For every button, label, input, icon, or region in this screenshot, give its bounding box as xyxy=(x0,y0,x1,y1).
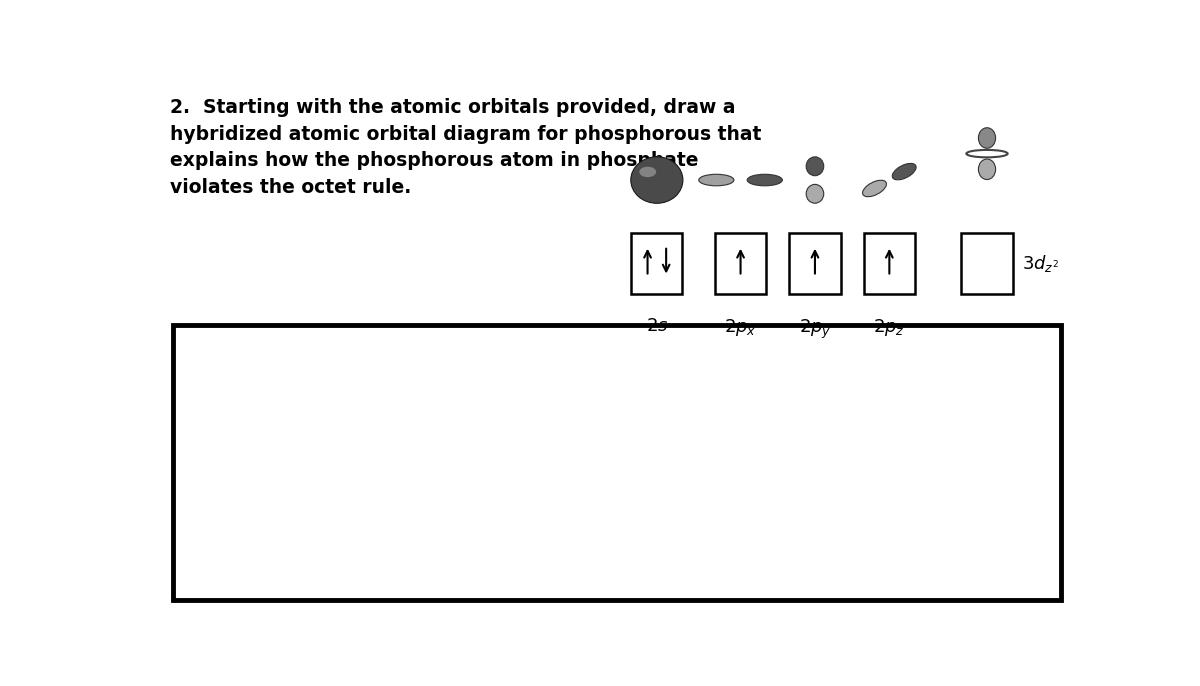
Ellipse shape xyxy=(640,167,656,177)
Bar xyxy=(715,233,766,294)
Bar xyxy=(864,233,914,294)
Ellipse shape xyxy=(863,180,887,197)
Bar xyxy=(173,325,1062,600)
Ellipse shape xyxy=(893,163,916,180)
Text: $2p_x$: $2p_x$ xyxy=(725,318,757,338)
Ellipse shape xyxy=(978,159,996,180)
Text: 2.  Starting with the atomic orbitals provided, draw a
hybridized atomic orbital: 2. Starting with the atomic orbitals pro… xyxy=(170,98,762,197)
Ellipse shape xyxy=(978,128,996,148)
Text: $2p_y$: $2p_y$ xyxy=(799,318,832,340)
Text: $2p_z$: $2p_z$ xyxy=(874,318,905,338)
Bar xyxy=(961,233,1013,294)
Ellipse shape xyxy=(631,157,683,203)
Bar xyxy=(790,233,840,294)
Ellipse shape xyxy=(806,157,823,176)
Ellipse shape xyxy=(698,174,734,186)
Bar xyxy=(631,233,683,294)
Text: $3d_{z^2}$: $3d_{z^2}$ xyxy=(1022,252,1058,274)
Ellipse shape xyxy=(748,174,782,186)
Ellipse shape xyxy=(806,185,823,203)
Text: $2s$: $2s$ xyxy=(646,318,668,335)
